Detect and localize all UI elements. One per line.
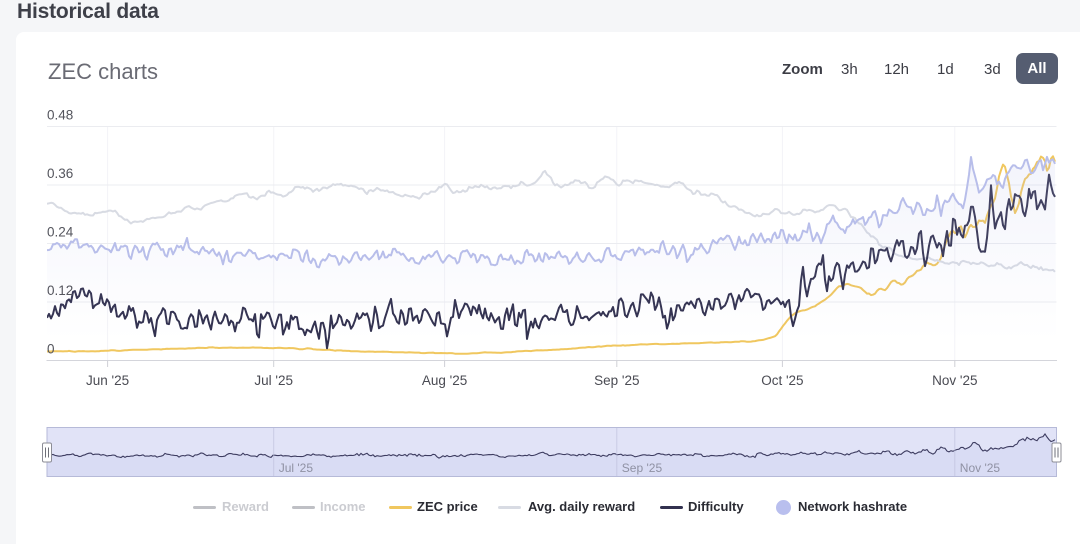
svg-text:0.24: 0.24	[47, 225, 74, 240]
svg-text:Jul '25: Jul '25	[254, 373, 293, 388]
svg-text:Sep '25: Sep '25	[622, 461, 663, 475]
svg-text:0.48: 0.48	[47, 108, 73, 123]
svg-text:0: 0	[47, 342, 55, 357]
svg-text:Oct '25: Oct '25	[761, 373, 803, 388]
svg-text:0.12: 0.12	[47, 283, 73, 298]
svg-text:0.36: 0.36	[47, 166, 73, 181]
svg-text:Jun '25: Jun '25	[86, 373, 129, 388]
svg-text:Nov '25: Nov '25	[960, 461, 1001, 475]
svg-text:Nov '25: Nov '25	[932, 373, 977, 388]
svg-text:Sep '25: Sep '25	[594, 373, 639, 388]
svg-text:Jul '25: Jul '25	[279, 461, 314, 475]
svg-text:Aug '25: Aug '25	[422, 373, 467, 388]
